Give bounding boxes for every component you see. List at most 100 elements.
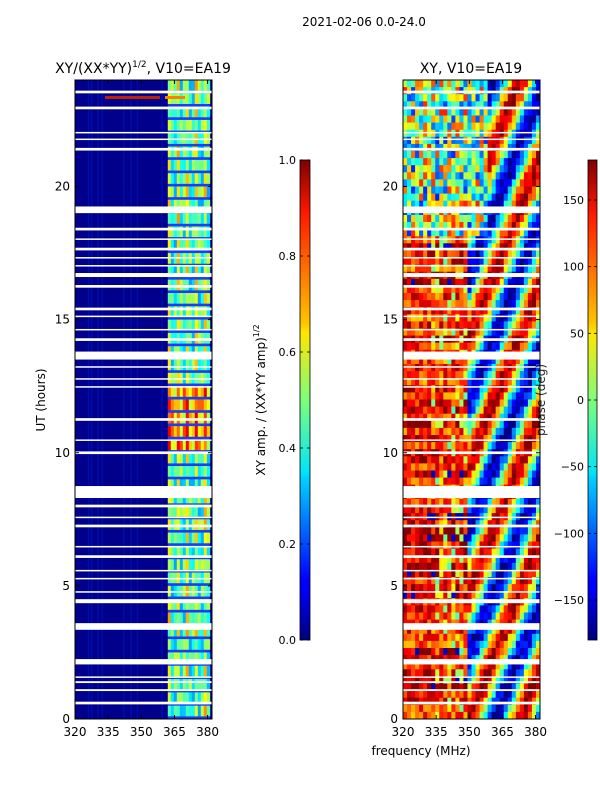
heatmap-cell (467, 477, 472, 486)
heatmap-cell (491, 356, 497, 365)
heatmap-cell (439, 278, 444, 287)
heatmap-cell (511, 143, 517, 152)
heatmap-cell (487, 193, 493, 202)
heatmap-cell (451, 179, 456, 187)
heatmap-cell (475, 186, 480, 194)
heatmap-cell (531, 569, 537, 578)
heatmap-cell (483, 697, 489, 706)
heatmap-cell (519, 626, 525, 635)
heatmap-cell (483, 371, 489, 379)
heatmap-cell (499, 172, 505, 180)
heatmap-cell (427, 243, 432, 251)
heatmap-cell (455, 669, 460, 677)
heatmap-cell (499, 328, 505, 336)
heatmap-cell (167, 452, 172, 464)
heatmap-cell (200, 306, 205, 317)
heatmap-cell (194, 479, 199, 491)
flagged-row (403, 701, 540, 705)
heatmap-cell (459, 342, 464, 351)
heatmap-cell (447, 378, 452, 386)
flagged-row (403, 378, 540, 380)
heatmap-cell (185, 625, 190, 637)
flagged-row (75, 577, 212, 580)
heatmap-cell (467, 406, 472, 415)
heatmap-cell (439, 591, 444, 599)
heatmap-cell (495, 498, 501, 507)
heatmap-cell (467, 151, 472, 159)
heatmap-cell (471, 683, 476, 691)
heatmap-cell (519, 541, 525, 549)
heatmap-cell (435, 214, 440, 223)
heatmap-cell (487, 143, 493, 152)
heatmap-cell (188, 93, 193, 104)
heatmap-cell (191, 439, 196, 451)
heatmap-cell (431, 385, 436, 393)
heatmap-cell (495, 534, 501, 542)
heatmap-cell (463, 115, 468, 123)
heatmap-cell (491, 413, 497, 422)
heatmap-cell (463, 371, 468, 379)
heatmap-cell (403, 605, 408, 613)
heatmap-cell (427, 562, 432, 571)
heatmap-cell (443, 172, 448, 180)
heatmap-cell (495, 541, 501, 549)
heatmap-cell (483, 463, 489, 471)
heatmap-cell (527, 342, 533, 351)
heatmap-cell (527, 541, 533, 549)
flagged-row (75, 516, 212, 519)
heatmap-cell (188, 426, 193, 437)
heatmap-cell (523, 463, 529, 471)
heatmap-cell (527, 406, 533, 415)
heatmap-cell (447, 640, 452, 649)
heatmap-cell (439, 669, 444, 677)
phase-panel-title: XY, V10=EA19 (420, 61, 522, 77)
heatmap-cell (200, 559, 205, 570)
heatmap-cell (170, 559, 175, 570)
heatmap-cell (435, 94, 440, 102)
heatmap-cell (427, 300, 432, 308)
heatmap-cell (423, 151, 428, 159)
heatmap-cell (431, 534, 436, 542)
heatmap-cell (403, 94, 408, 102)
heatmap-cell (419, 257, 424, 265)
heatmap-cell (475, 214, 480, 223)
x-tick-label: 320 (64, 725, 87, 739)
heatmap-cell (467, 676, 472, 684)
heatmap-cell (499, 506, 505, 514)
heatmap-cell (479, 406, 484, 415)
heatmap-cell (531, 555, 537, 564)
heatmap-cell (182, 506, 187, 517)
heatmap-cell (471, 456, 476, 464)
heatmap-cell (479, 427, 484, 436)
heatmap-cell (535, 548, 540, 557)
heatmap-cell (185, 545, 190, 557)
heatmap-cell (443, 442, 448, 450)
heatmap-cell (435, 463, 440, 471)
heatmap-cell (423, 236, 428, 244)
heatmap-cell (185, 266, 190, 278)
heatmap-cell (475, 136, 480, 145)
heatmap-cell (415, 129, 420, 138)
heatmap-cell (419, 406, 424, 415)
heatmap-cell (527, 193, 533, 202)
heatmap-cell (527, 378, 533, 386)
heatmap-cell (463, 442, 468, 450)
heatmap-cell (188, 652, 193, 664)
heatmap-cell (419, 250, 424, 258)
heatmap-cell (411, 321, 416, 329)
heatmap-cell (495, 648, 501, 656)
heatmap-cell (423, 172, 428, 180)
heatmap-cell (503, 612, 509, 620)
heatmap-cell (523, 655, 529, 663)
heatmap-cell (507, 605, 513, 613)
heatmap-cell (415, 690, 420, 699)
heatmap-cell (407, 420, 412, 429)
heatmap-cell (491, 577, 497, 585)
heatmap-cell (451, 378, 456, 386)
heatmap-cell (435, 392, 440, 400)
heatmap-cell (511, 108, 517, 116)
heatmap-cell (179, 439, 184, 451)
heatmap-cell (435, 222, 440, 230)
heatmap-cell (206, 119, 211, 131)
heatmap-cell (483, 151, 489, 159)
